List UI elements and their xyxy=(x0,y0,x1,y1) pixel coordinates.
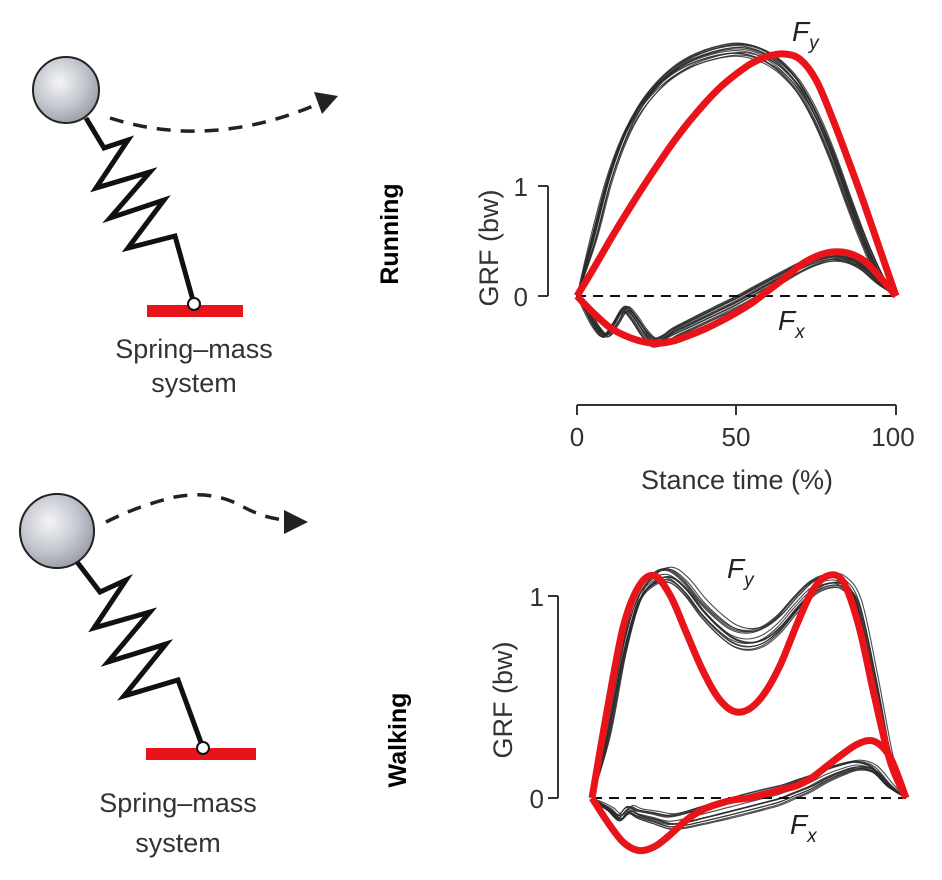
walking-arrowhead-icon xyxy=(284,510,308,534)
running-model-caption-line2: system xyxy=(151,368,237,398)
running-measured-fx-trace-7 xyxy=(576,256,897,343)
walking-measured-fy-trace-14 xyxy=(591,566,907,799)
walking-spring xyxy=(72,556,206,749)
walking-point-mass xyxy=(19,493,95,569)
running-measured-fy-trace-6 xyxy=(576,51,897,297)
running-fx-annotation: Fx xyxy=(778,305,806,343)
running-y-axis-label: GRF (bw) xyxy=(474,190,504,307)
running-x-tick-label-100: 100 xyxy=(871,422,914,452)
walking-y-tick-label-0: 0 xyxy=(530,784,544,814)
running-point-mass xyxy=(32,56,100,124)
running-measured-fy-trace-13 xyxy=(576,54,897,297)
running-measured-fy-trace-12 xyxy=(576,52,897,297)
running-model-fy-line xyxy=(574,50,900,298)
running-fy-annotation: Fy xyxy=(792,16,820,54)
walking-model-fy-line xyxy=(588,571,910,800)
running-trajectory-arrow xyxy=(109,102,319,133)
running-row-label: Running xyxy=(376,183,404,284)
running-ground-plate xyxy=(147,305,243,317)
running-grf-chart: 1 0 GRF (bw) 0 50 100 Stance time (%) Fy… xyxy=(474,16,915,495)
running-x-tick-label-0: 0 xyxy=(570,422,584,452)
running-y-tick-label-0: 0 xyxy=(514,282,528,312)
running-foot-joint xyxy=(187,297,201,311)
walking-y-tick-label-1: 1 xyxy=(530,582,544,612)
walking-fx-annotation: Fx xyxy=(790,809,818,847)
running-measured-fy-trace-14 xyxy=(576,44,897,297)
walking-measured-fx-trace-13 xyxy=(591,766,907,825)
walking-measured-fy-trace-13 xyxy=(591,576,907,799)
running-arrowhead-icon xyxy=(314,92,338,114)
running-x-axis-label: Stance time (%) xyxy=(641,465,833,495)
running-model-fx-line xyxy=(574,248,899,347)
running-x-tick-label-50: 50 xyxy=(722,422,751,452)
walking-y-axis-label: GRF (bw) xyxy=(488,642,518,759)
walking-grf-chart: 1 0 GRF (bw) Fy Fx xyxy=(488,553,910,855)
walking-model-caption-line2: system xyxy=(135,828,221,858)
running-model-caption-line1: Spring–mass xyxy=(115,334,273,364)
walking-fy-annotation: Fy xyxy=(727,553,755,591)
running-measured-fy-lines xyxy=(576,42,897,297)
walking-measured-fy-trace-10 xyxy=(591,568,907,799)
walking-model-fx-line xyxy=(589,736,910,855)
walking-model-caption-line1: Spring–mass xyxy=(99,788,257,818)
running-y-tick-label-1: 1 xyxy=(514,172,528,202)
walking-model-illustration: Spring–mass system xyxy=(19,493,308,858)
running-spring xyxy=(83,116,197,305)
walking-trajectory-arrow xyxy=(105,493,286,524)
walking-row-label: Walking xyxy=(384,693,412,788)
running-measured-fx-trace-13 xyxy=(576,260,897,348)
walking-measured-fy-lines xyxy=(591,566,907,799)
running-model-illustration: Spring–mass system xyxy=(32,56,338,398)
walking-foot-joint xyxy=(196,741,210,755)
